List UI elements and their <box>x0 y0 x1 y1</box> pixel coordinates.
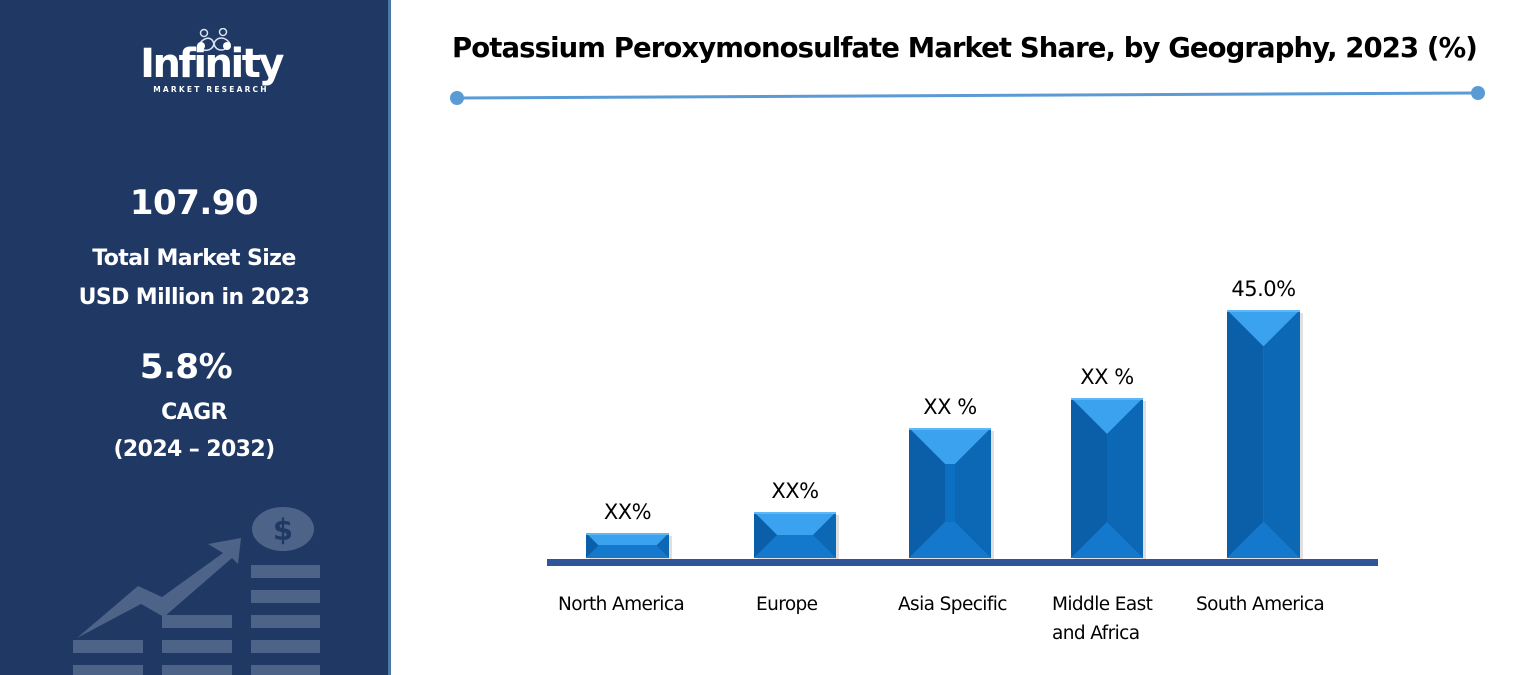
cagr-value: 5.8% <box>139 347 233 387</box>
x-axis-baseline <box>547 559 1378 566</box>
category-label-line: North America <box>558 594 685 615</box>
brand-wordmark: Infinity <box>140 41 284 87</box>
market-size-label: Total Market Size <box>92 246 296 271</box>
chart-title: Potassium Peroxymonosulfate Market Share… <box>452 32 1478 64</box>
title-underline <box>450 86 1485 105</box>
brand-tagline: MARKET RESEARCH <box>153 85 269 94</box>
category-label: Asia Specific <box>898 590 1007 619</box>
category-label: North America <box>558 590 685 619</box>
category-label: Europe <box>756 590 818 619</box>
infinity-people-icon <box>197 28 231 52</box>
data-label: XX % <box>923 395 977 419</box>
category-label-line: Asia Specific <box>898 594 1007 615</box>
bar-north-america <box>586 533 672 561</box>
bar-asia-specific <box>909 428 994 561</box>
data-label: XX% <box>603 500 652 524</box>
category-label: Middle East and Africa <box>1052 590 1153 648</box>
category-label-line: and Africa <box>1052 623 1140 644</box>
category-label-line: Europe <box>756 594 818 615</box>
market-size-unit-label: USD Million in 2023 <box>78 285 310 310</box>
bar-south-america <box>1227 310 1303 561</box>
cagr-period-label: (2024 – 2032) <box>113 437 275 462</box>
category-label: South America <box>1196 590 1325 619</box>
brand-logo: Infinity MARKET RESEARCH <box>136 28 286 100</box>
data-label: XX % <box>1080 365 1134 389</box>
cagr-label: CAGR <box>161 400 227 425</box>
category-label-line: South America <box>1196 594 1325 615</box>
data-label: 45.0% <box>1231 277 1296 301</box>
category-label-line: Middle East <box>1052 594 1153 615</box>
sidebar-panel: Infinity MARKET RESEARCH 107.90 Total Ma… <box>0 0 388 675</box>
data-label: XX% <box>771 479 819 503</box>
market-size-value: 107.90 <box>129 183 259 223</box>
svg-text:$: $ <box>273 513 293 547</box>
bar-middle-east-and-africa <box>1071 398 1146 561</box>
growth-chart-dollar-icon: $ <box>73 507 320 675</box>
bar-europe <box>754 512 839 561</box>
sidebar-divider <box>388 0 391 675</box>
